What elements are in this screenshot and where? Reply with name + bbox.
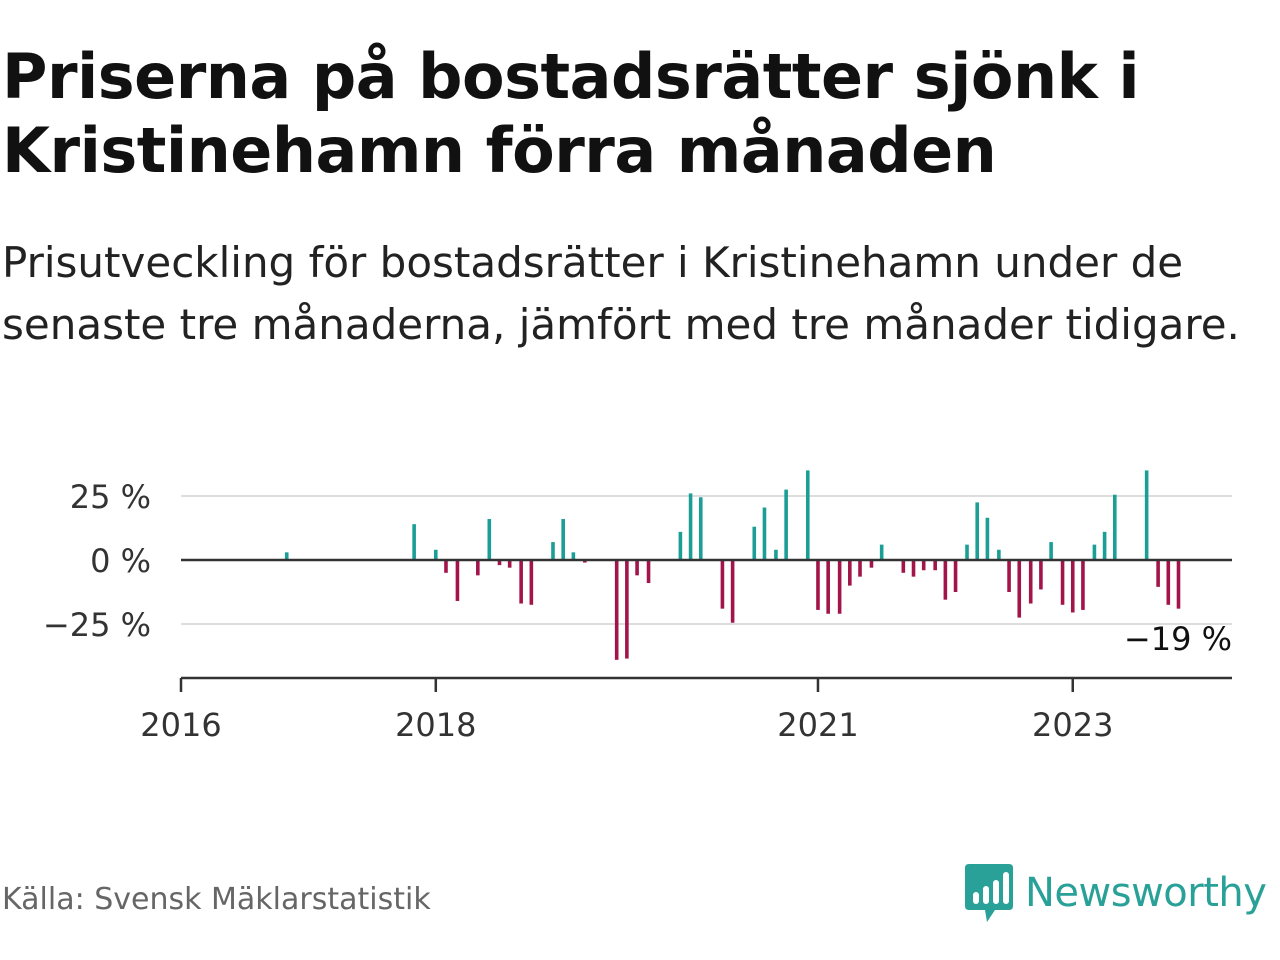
bar <box>476 560 480 576</box>
bar <box>901 560 906 573</box>
newsworthy-logo: Newsworthy <box>963 862 1267 924</box>
bar <box>953 560 958 592</box>
x-tick-label: 2023 <box>1032 706 1113 744</box>
bar <box>529 560 534 605</box>
bar <box>519 560 523 604</box>
bar <box>1156 560 1160 587</box>
bar <box>284 552 289 560</box>
chart-title: Priserna på bostadsrätter sjönk i Kristi… <box>2 40 1140 187</box>
bar <box>1081 560 1085 610</box>
bar <box>688 493 693 560</box>
gridlines <box>181 495 1232 625</box>
bar <box>1176 560 1181 609</box>
bar <box>943 560 948 600</box>
bar <box>412 524 416 560</box>
bar <box>837 560 842 614</box>
bar <box>858 560 862 577</box>
chart-subtitle: Prisutveckling för bostadsrätter i Krist… <box>2 238 1240 349</box>
x-tick-label: 2021 <box>777 706 858 744</box>
bar <box>1144 470 1149 560</box>
bar <box>921 560 926 571</box>
bar <box>965 544 969 560</box>
bar <box>720 560 725 609</box>
bar <box>869 560 874 568</box>
bar <box>1017 560 1022 618</box>
bar <box>879 544 884 560</box>
bars <box>284 470 1181 660</box>
bar <box>698 497 703 560</box>
bar <box>1060 560 1065 605</box>
bar <box>571 552 576 560</box>
bar <box>1166 560 1171 605</box>
bar <box>1070 560 1075 613</box>
bar <box>1112 494 1117 560</box>
bar <box>444 560 448 573</box>
y-tick-label: 25 % <box>70 478 151 516</box>
y-tick-label: 0 % <box>90 542 151 580</box>
bar <box>507 560 512 568</box>
bar <box>848 560 852 586</box>
last-value-label: −19 % <box>1124 620 1232 658</box>
bar <box>826 560 830 614</box>
bar <box>805 470 810 560</box>
bar <box>433 549 438 560</box>
bar <box>678 531 683 560</box>
bar <box>730 560 735 623</box>
bar <box>497 560 502 566</box>
bar <box>551 542 555 560</box>
bar <box>1007 560 1011 592</box>
bar <box>784 489 788 560</box>
bar <box>975 502 980 560</box>
bar <box>816 560 820 610</box>
bar-chart-speech-bubble-icon <box>965 864 1013 922</box>
bar <box>933 560 937 571</box>
bar <box>1049 542 1053 560</box>
bar <box>762 507 767 560</box>
axes <box>179 558 1232 692</box>
x-tick-label: 2018 <box>395 706 476 744</box>
y-tick-label: −25 % <box>43 606 151 644</box>
bar <box>985 517 990 560</box>
bar <box>1092 544 1097 560</box>
bar <box>1102 531 1107 560</box>
source-note: Källa: Svensk Mäklarstatistik <box>2 882 431 917</box>
bar <box>635 560 639 576</box>
bar <box>1028 560 1033 604</box>
bar <box>561 519 565 560</box>
bar <box>583 560 587 563</box>
x-tick-label: 2016 <box>140 706 221 744</box>
bar <box>487 519 492 560</box>
bar <box>997 549 1001 560</box>
bar <box>752 526 757 560</box>
bar <box>646 560 651 584</box>
bar <box>455 560 460 601</box>
bar <box>625 560 629 659</box>
bar <box>1039 560 1043 590</box>
logo-wordmark: Newsworthy <box>1025 870 1267 916</box>
labels: 25 % 0 % −25 % 2016 2018 2021 2023 −19 % <box>43 478 1232 744</box>
bar <box>911 560 916 577</box>
bar <box>614 560 619 660</box>
bar <box>774 549 778 560</box>
bar-chart: 25 % 0 % −25 % 2016 2018 2021 2023 −19 % <box>43 470 1232 744</box>
